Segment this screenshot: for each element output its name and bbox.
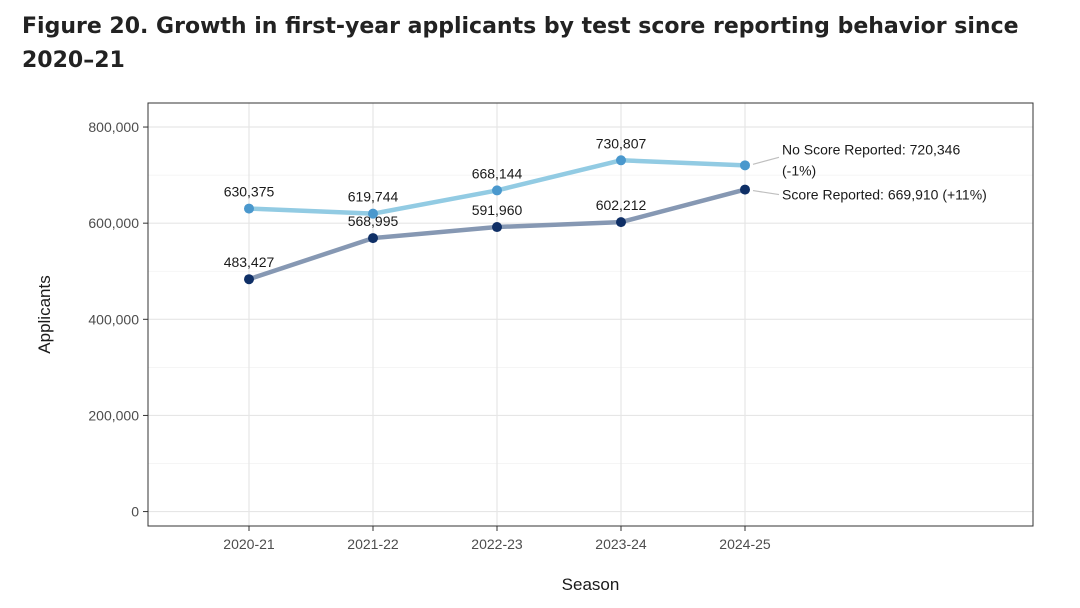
x-tick-label: 2022-23 <box>471 536 523 552</box>
x-tick-label: 2023-24 <box>595 536 647 552</box>
figure-title: Figure 20. Growth in first-year applican… <box>22 14 1019 73</box>
y-tick-label: 200,000 <box>88 407 139 423</box>
y-axis: 0 200,000 400,000 600,000 800,000 <box>88 119 148 520</box>
end-label-no-score-change: (-1%) <box>782 162 816 178</box>
data-label-score: 568,995 <box>348 213 399 229</box>
data-point-no-score <box>244 203 254 214</box>
y-tick-label: 400,000 <box>88 311 139 327</box>
x-tick-label: 2024-25 <box>719 536 771 552</box>
y-tick-label: 0 <box>131 504 139 520</box>
data-point-no-score <box>492 185 502 196</box>
leader-line <box>752 156 780 165</box>
data-point-score <box>492 222 502 233</box>
y-axis-title: Applicants <box>35 275 54 353</box>
end-labels: No Score Reported: 720,346 (-1%) Score Rep… <box>752 141 987 203</box>
leader-line <box>752 189 780 196</box>
data-label-no-score: 630,375 <box>224 184 275 200</box>
data-label-score: 483,427 <box>224 254 275 270</box>
data-point-score <box>368 233 378 244</box>
x-axis: 2020-21 2021-22 2022-23 2023-24 2024-25 <box>223 526 771 552</box>
data-point-score <box>244 274 254 285</box>
data-label-score: 602,212 <box>596 197 647 213</box>
end-label-score: Score Reported: 669,910 (+11%) <box>782 187 987 203</box>
x-tick-label: 2020-21 <box>223 536 275 552</box>
plot-panel-border <box>147 102 1034 527</box>
data-label-no-score: 730,807 <box>596 135 647 151</box>
data-point-score <box>740 184 750 195</box>
data-label-no-score: 619,744 <box>348 189 399 205</box>
data-point-no-score <box>740 160 750 171</box>
data-labels: 630,375 619,744 668,144 730,807 483,427 568,9… <box>224 135 647 270</box>
data-point-score <box>616 217 626 228</box>
x-tick-label: 2021-22 <box>347 536 399 552</box>
x-axis-title: Season <box>562 575 620 594</box>
y-tick-label: 600,000 <box>88 215 139 231</box>
series <box>244 155 750 285</box>
end-label-no-score: No Score Reported: 720,346 <box>782 141 960 157</box>
data-point-no-score <box>368 208 378 219</box>
y-tick-label: 800,000 <box>88 119 139 135</box>
data-label-no-score: 668,144 <box>472 165 523 181</box>
data-point-no-score <box>616 155 626 166</box>
data-label-score: 591,960 <box>472 202 523 218</box>
